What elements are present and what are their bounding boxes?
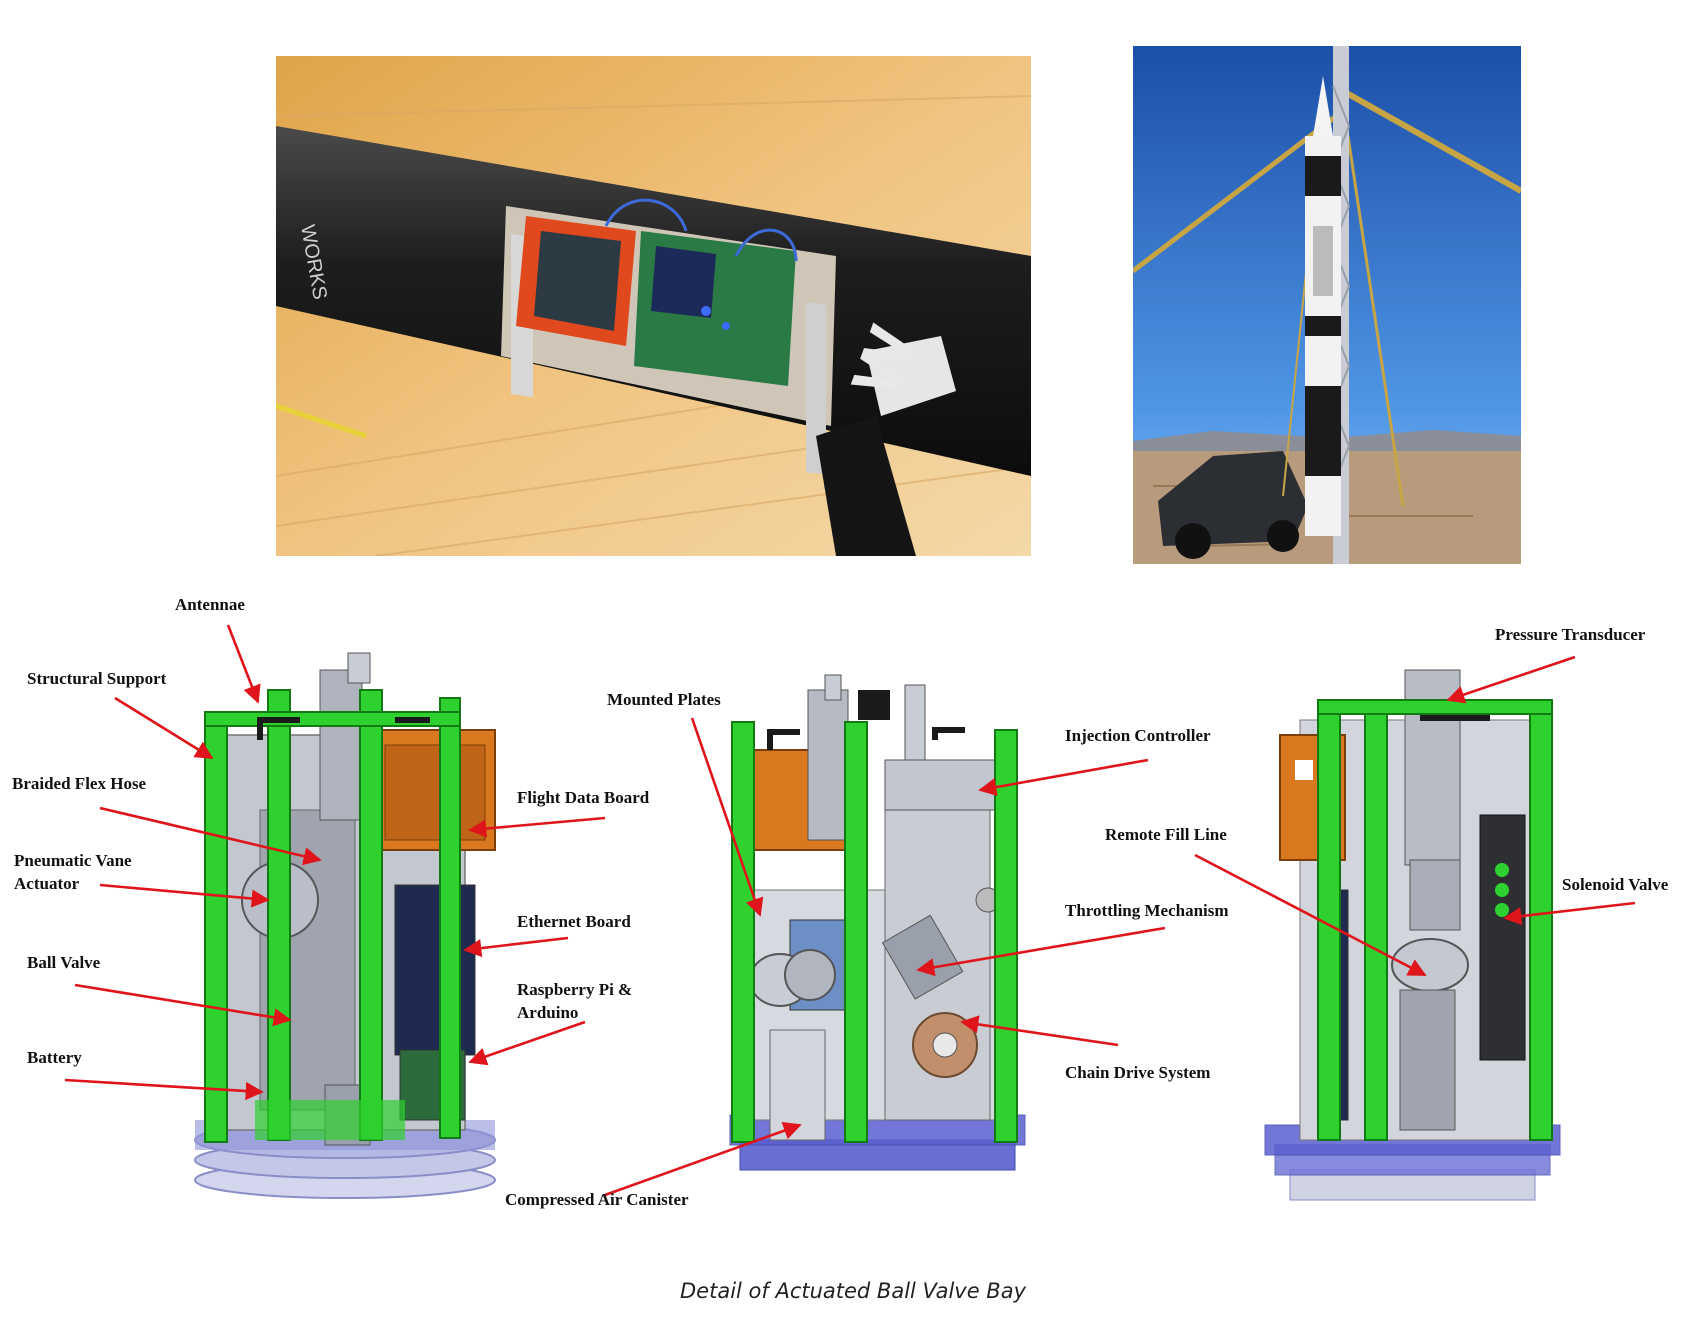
cad-view-middle: [729, 674, 1026, 1171]
label-raspberry-pi-arduino: Raspberry Pi & Arduino: [517, 980, 636, 1022]
label-pneumatic-vane-actuator-line2: Actuator: [14, 874, 80, 893]
cad-view-right: [1264, 669, 1561, 1201]
label-raspberry-pi-arduino-line1: Raspberry Pi &: [517, 980, 632, 999]
label-ethernet-board: Ethernet Board: [517, 912, 631, 931]
label-braided-flex-hose: Braided Flex Hose: [12, 774, 147, 793]
label-pneumatic-vane-actuator: Pneumatic Vane Actuator: [14, 851, 136, 893]
label-ball-valve: Ball Valve: [27, 953, 101, 972]
label-pneumatic-vane-actuator-line1: Pneumatic Vane: [14, 851, 132, 870]
label-throttling-mechanism: Throttling Mechanism: [1065, 901, 1229, 920]
label-flight-data-board: Flight Data Board: [517, 788, 650, 807]
label-solenoid-valve: Solenoid Valve: [1562, 875, 1669, 894]
label-compressed-air-canister: Compressed Air Canister: [505, 1190, 689, 1209]
label-raspberry-pi-arduino-line2: Arduino: [517, 1003, 578, 1022]
label-injection-controller: Injection Controller: [1065, 726, 1211, 745]
label-battery: Battery: [27, 1048, 82, 1067]
label-antennae: Antennae: [175, 595, 245, 614]
cad-view-left: [194, 652, 496, 1199]
label-remote-fill-line: Remote Fill Line: [1105, 825, 1227, 844]
leader-arrows: [64, 624, 1636, 1197]
label-pressure-transducer: Pressure Transducer: [1495, 625, 1646, 644]
figure-caption: Detail of Actuated Ball Valve Bay: [680, 1279, 1027, 1303]
label-chain-drive-system: Chain Drive System: [1065, 1063, 1210, 1082]
rocket-on-pad-photo: [1133, 46, 1521, 564]
label-mounted-plates: Mounted Plates: [607, 690, 721, 709]
label-structural-support: Structural Support: [27, 669, 167, 688]
ball-valve-bay-diagram: Antennae Structural Support Braided Flex…: [12, 595, 1669, 1303]
avionics-bay-photo: W WORKS: [276, 56, 1031, 556]
